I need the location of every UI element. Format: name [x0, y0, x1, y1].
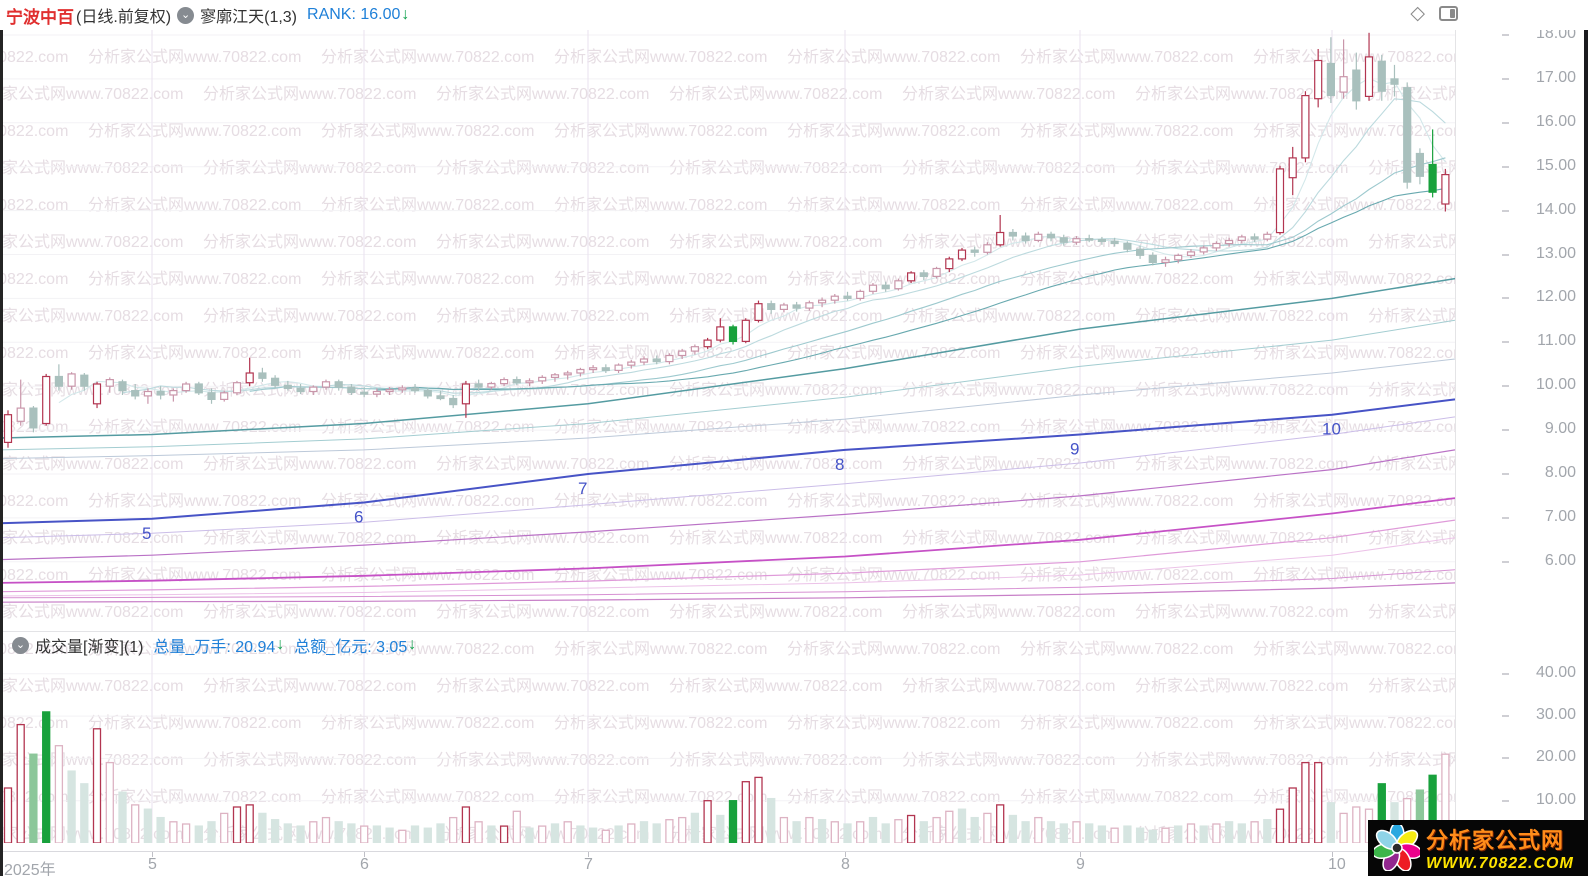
x-axis-month-label: 5 [148, 856, 157, 873]
price-axis-tick [1502, 210, 1509, 212]
panel-layout-icon[interactable] [1439, 6, 1458, 21]
symbol-name: 宁波中百 [6, 7, 74, 27]
price-axis-label: 13.00 [1535, 245, 1576, 262]
logo-url: WWW.70822.COM [1426, 855, 1574, 872]
x-axis-month-label: 7 [584, 856, 593, 873]
volume-pane-header: ⌄ 成交量[渐变](1) 总量_万手: 20.94 ↓ 总额_亿元: 3.05 … [6, 633, 416, 657]
price-axis-tick [1502, 517, 1509, 519]
price-chart-canvas[interactable]: 5 6 7 8 9 10 [0, 30, 1456, 631]
x-axis-month-label: 8 [841, 856, 850, 873]
logo-title: 分析家公式网 [1426, 828, 1565, 853]
volume-axis-label: 40.00 [1535, 664, 1576, 681]
volume-total-down-arrow-icon: ↓ [276, 636, 285, 653]
price-axis-tick [1502, 78, 1509, 80]
volume-axis-tick [1502, 757, 1509, 759]
price-axis-label: 10.00 [1535, 376, 1576, 393]
price-axis-label: 8.00 [1544, 464, 1576, 481]
price-axis-tick [1502, 429, 1509, 431]
x-axis-tick [588, 852, 589, 857]
x-axis-tick [1080, 852, 1081, 857]
svg-text:6: 6 [354, 508, 363, 527]
time-axis[interactable]: 2025年 5 6 7 8 9 10 [0, 851, 1455, 876]
x-axis-tick [152, 852, 153, 857]
price-axis-tick [1502, 561, 1509, 563]
site-logo: 分析家公式网 WWW.70822.COM [1368, 820, 1588, 876]
price-axis-label: 6.00 [1544, 552, 1576, 569]
price-axis-label: 15.00 [1535, 157, 1576, 174]
volume-indicator-name[interactable]: 成交量[渐变](1) [35, 639, 144, 656]
x-axis-month-label: 9 [1076, 856, 1085, 873]
svg-text:9: 9 [1070, 440, 1079, 459]
price-axis-label: 7.00 [1544, 508, 1576, 525]
x-axis-tick [364, 852, 365, 857]
rank-down-arrow-icon: ↓ [401, 6, 410, 23]
x-axis-month-label: 6 [360, 856, 369, 873]
price-axis-label: 11.00 [1537, 332, 1576, 349]
volume-axis-tick [1502, 673, 1509, 675]
price-axis-label: 16.00 [1535, 113, 1576, 130]
price-axis-tick [1502, 341, 1509, 343]
volume-amount-value: 总额_亿元: 3.05 [294, 639, 408, 656]
volume-amount-down-arrow-icon: ↓ [408, 636, 417, 653]
volume-total-value: 总量_万手: 20.94 [153, 639, 276, 656]
price-axis-tick [1502, 385, 1509, 387]
chevron-down-icon[interactable]: ⌄ [12, 636, 29, 654]
volume-chart-canvas[interactable] [0, 650, 1455, 844]
x-axis-month-label: 10 [1328, 856, 1346, 873]
x-axis-tick [1332, 852, 1333, 857]
price-axis-tick [1502, 473, 1509, 475]
indicator-name[interactable]: 寥廓江天(1,3) [200, 9, 298, 26]
volume-axis-label: 30.00 [1535, 706, 1576, 723]
svg-text:7: 7 [578, 479, 587, 498]
price-axis-tick [1502, 34, 1509, 36]
flower-logo-icon [1374, 825, 1420, 871]
price-axis-tick [1502, 166, 1509, 168]
right-window-edge[interactable] [1584, 30, 1588, 876]
volume-axis-label: 20.00 [1535, 748, 1576, 765]
chevron-down-icon[interactable]: ⌄ [177, 6, 195, 24]
volume-axis-label: 10.00 [1535, 791, 1576, 808]
price-axis-label: 14.00 [1535, 201, 1576, 218]
price-axis-label: 17.00 [1535, 69, 1576, 86]
chart-mode-label: (日线.前复权) [76, 9, 172, 26]
price-axis[interactable]: 18.00 17.00 16.00 15.00 14.00 13.00 12.00 11.00… [1455, 25, 1586, 876]
chart-toolbar: 宁波中百 (日线.前复权) ⌄ 寥廓江天(1,3) RANK: 16.00 ↓ [0, 0, 1588, 30]
price-axis-tick [1502, 297, 1509, 299]
svg-text:10: 10 [1322, 420, 1341, 439]
left-window-edge [0, 30, 3, 876]
x-axis-year-label: 2025年 [4, 862, 56, 876]
price-axis-label: 12.00 [1535, 288, 1576, 305]
pane-divider[interactable] [0, 631, 1455, 632]
x-axis-tick [845, 852, 846, 857]
svg-text:8: 8 [835, 455, 844, 474]
volume-axis-tick [1502, 715, 1509, 717]
price-axis-tick [1502, 254, 1509, 256]
price-axis-label: 9.00 [1544, 420, 1576, 437]
volume-axis-tick [1502, 800, 1509, 802]
rank-value: RANK: 16.00 [307, 6, 401, 23]
price-axis-tick [1502, 122, 1509, 124]
svg-text:5: 5 [142, 524, 151, 543]
panel-layout-icon-bar [1450, 9, 1455, 18]
diamond-icon[interactable]: ◇ [1410, 3, 1425, 24]
